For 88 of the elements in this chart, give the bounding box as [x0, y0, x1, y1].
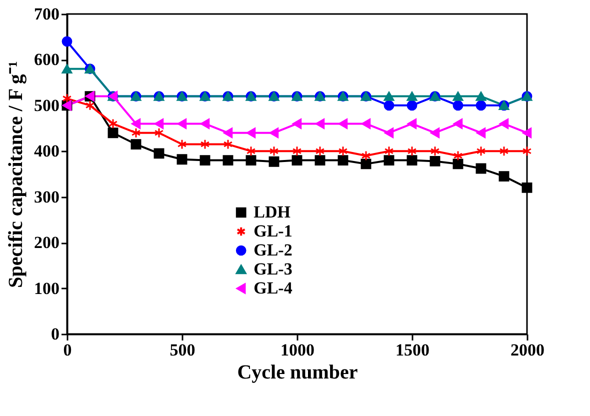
point	[200, 139, 210, 150]
point	[292, 146, 302, 156]
point	[406, 92, 418, 101]
point	[476, 163, 486, 174]
x-tick-label: 1500	[396, 340, 430, 360]
point	[384, 128, 394, 138]
point	[384, 92, 394, 101]
point	[268, 156, 280, 167]
point	[430, 128, 440, 138]
y-tick-label: 200	[34, 233, 60, 252]
point	[452, 92, 464, 101]
y-tick-label: 400	[34, 142, 60, 161]
legend-label: LDH	[254, 202, 290, 222]
point	[407, 146, 417, 156]
point	[361, 150, 371, 161]
point	[476, 100, 486, 111]
point	[314, 155, 326, 166]
point	[62, 36, 72, 47]
point	[269, 146, 279, 156]
point	[453, 150, 463, 161]
point	[177, 118, 187, 129]
point	[384, 100, 394, 111]
point	[360, 158, 372, 170]
point	[131, 128, 141, 138]
y-tick-label: 700	[34, 4, 60, 24]
point	[338, 146, 348, 156]
legend-label: GL-4	[254, 278, 293, 298]
point	[177, 139, 187, 150]
point	[200, 118, 210, 129]
point	[338, 155, 348, 166]
point	[269, 128, 279, 138]
point	[384, 155, 394, 166]
x-tick-label: 2000	[510, 340, 544, 360]
point	[407, 118, 417, 129]
point	[62, 93, 72, 104]
point	[430, 156, 440, 166]
point	[154, 128, 164, 138]
y-axis-title: Specific capacitance / F g⁻¹	[5, 61, 27, 288]
point	[406, 155, 418, 166]
point	[223, 128, 233, 138]
point	[154, 148, 164, 159]
point	[452, 100, 464, 111]
point	[476, 92, 486, 101]
point	[452, 158, 464, 170]
point	[476, 146, 486, 156]
point	[176, 154, 188, 165]
y-tick-label: 300	[34, 187, 60, 206]
point	[384, 146, 394, 156]
y-tick-label: 0	[51, 324, 60, 344]
point	[223, 139, 233, 150]
legend-label: GL-2	[254, 240, 292, 260]
y-tick-label: 100	[34, 278, 60, 298]
point	[292, 118, 302, 129]
point	[430, 146, 440, 156]
legend-label: GL-3	[254, 260, 292, 278]
point	[361, 118, 371, 129]
point	[108, 128, 118, 138]
legend-label: GL-1	[254, 222, 292, 240]
point	[246, 155, 256, 166]
y-tick-label: 500	[34, 96, 60, 115]
point	[453, 118, 463, 129]
y-tick-label: 600	[34, 50, 60, 70]
x-tick-label: 500	[170, 340, 196, 360]
point	[522, 128, 532, 138]
point	[315, 146, 325, 156]
x-tick-label: 1000	[280, 340, 314, 360]
point	[522, 182, 532, 193]
point	[315, 118, 325, 129]
point	[222, 155, 234, 166]
x-axis-title: Cycle number	[237, 362, 358, 384]
point	[246, 146, 256, 156]
point	[85, 100, 95, 111]
point	[62, 64, 72, 74]
point	[498, 171, 510, 182]
point	[292, 155, 302, 166]
point	[154, 118, 164, 129]
point	[499, 118, 509, 129]
point	[130, 139, 142, 150]
point	[499, 146, 509, 156]
point	[131, 118, 141, 129]
point	[338, 118, 348, 129]
point	[476, 128, 486, 138]
point	[108, 118, 118, 129]
point	[522, 146, 532, 156]
point	[200, 155, 210, 166]
point	[406, 100, 418, 111]
point	[246, 128, 256, 138]
x-tick-label: 0	[63, 340, 72, 360]
